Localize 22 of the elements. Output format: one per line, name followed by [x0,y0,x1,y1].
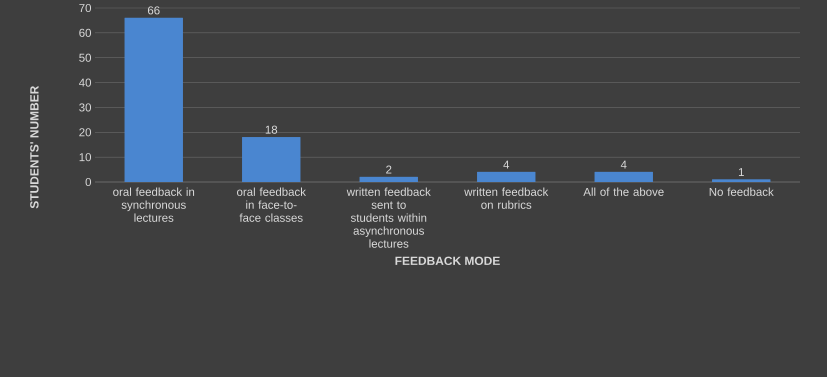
y-tick-label: 40 [79,78,92,87]
data-label: 4 [503,160,510,169]
y-tick-label: 10 [80,153,92,162]
x-tick-label: No feedback [710,188,774,196]
x-tick-label: oral feedback in face-to-face classes [237,188,306,222]
x-tick-label: oral feedback in synchronous lectures [113,188,194,222]
y-tick-label: 70 [79,4,92,12]
y-tick-label: 0 [86,178,92,186]
data-label: 4 [620,160,627,169]
data-label: 1 [738,168,744,176]
data-label: 2 [386,166,392,174]
x-tick-label: written feedback on rubrics [464,188,548,209]
data-label: 18 [266,126,278,134]
y-tick-label: 30 [79,103,92,112]
x-axis-title: FEEDBACK MODE [395,256,500,266]
y-tick-label: 20 [79,128,92,136]
x-tick-label: written feedback sent to students within asynchronous lectures [346,188,431,248]
y-axis-title: STUDENTS' NUMBER [30,86,39,208]
y-tick-label: 50 [79,54,92,62]
x-tick-label: All of the above [583,188,664,196]
data-label: 66 [148,6,160,14]
y-tick-label: 60 [79,28,92,37]
